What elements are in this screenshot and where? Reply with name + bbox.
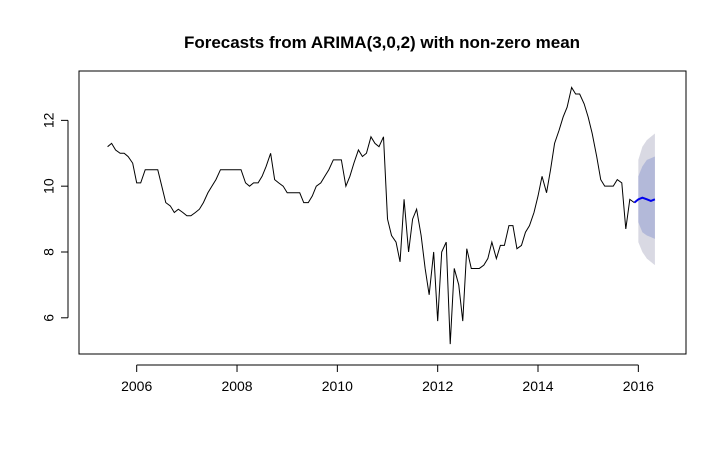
y-tick-label: 10 xyxy=(41,178,57,194)
forecast-line xyxy=(633,196,656,204)
x-tick-label: 2008 xyxy=(221,378,252,394)
series-lines xyxy=(107,86,656,345)
y-axis: 6 8 10 12 xyxy=(41,112,69,322)
x-axis: 2006 2008 2010 2012 2014 2016 xyxy=(121,364,654,394)
y-tick-label: 12 xyxy=(41,112,57,128)
x-tick-label: 2006 xyxy=(121,378,152,394)
chart-title: Forecasts from ARIMA(3,0,2) with non-zer… xyxy=(184,33,580,52)
x-tick-label: 2016 xyxy=(623,378,654,394)
x-tick-label: 2012 xyxy=(422,378,453,394)
x-tick-label: 2014 xyxy=(522,378,553,394)
y-tick-label: 8 xyxy=(41,248,57,256)
observed-line xyxy=(107,86,635,345)
y-tick-label: 6 xyxy=(41,314,57,322)
plot-area-border xyxy=(78,70,687,355)
prediction-band-80 xyxy=(638,156,655,239)
x-tick-label: 2010 xyxy=(322,378,353,394)
